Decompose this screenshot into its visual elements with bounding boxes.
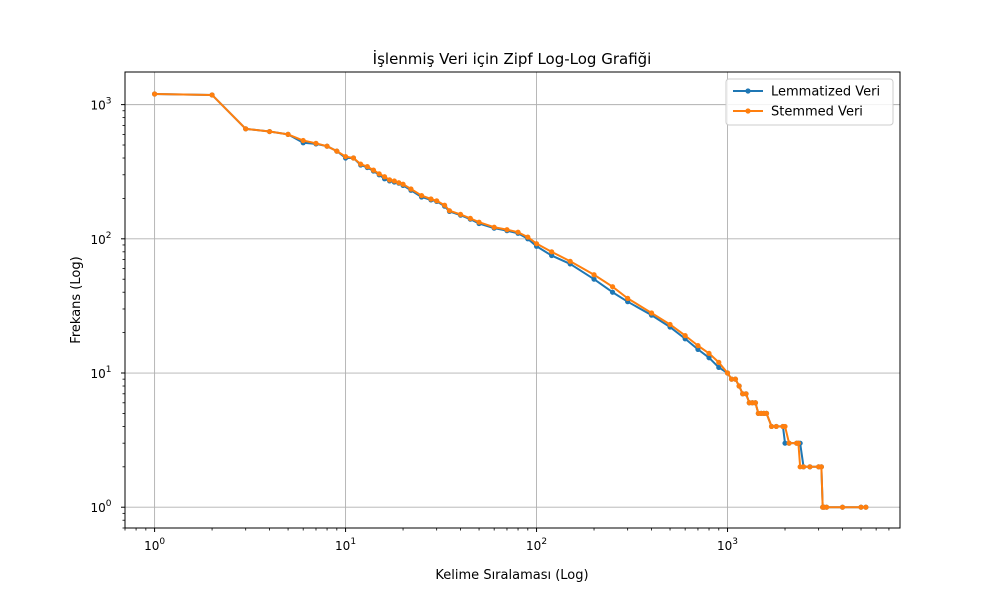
lemmatized-veri-point [549,252,555,259]
stemmed-veri-point [285,131,291,137]
stemmed-veri-point [648,310,655,316]
stemmed-veri-point [370,167,377,173]
stemmed-veri-point [549,249,555,255]
stemmed-veri-point [533,241,540,247]
stemmed-veri-point [300,137,306,144]
stemmed-veri-point [728,376,735,382]
y-tick-label: 102 [90,231,111,247]
stemmed-veri-point [732,376,739,382]
stemmed-veri-point [491,224,497,230]
y-tick-label: 103 [90,97,111,113]
stemmed-veri-point [863,504,869,510]
lemmatized-veri-point [716,364,722,371]
stemmed-veri-point [334,148,340,154]
stemmed-veri-point [706,350,712,357]
stemmed-veri-point [695,343,701,349]
plot-frame [124,71,901,529]
chart-title: İşlenmiş Veri için Zipf Log-Log Grafiği [373,49,652,68]
tick-layer: 100 101 102 103 100 101 102 103 [90,97,890,553]
stemmed-veri-point [386,177,393,183]
lemmatized-veri-line [154,92,866,509]
stemmed-veri-point [807,464,813,470]
stemmed-veri-point [418,192,425,199]
lemmatized-veri-point [782,440,788,446]
stemmed-veri-point [504,227,510,233]
stemmed-veri-point [858,504,864,510]
stemmed-veri-point [515,229,521,235]
series-layer [151,91,869,510]
x-axis-label: Kelime Sıralaması (Log) [435,568,588,583]
legend-label: Stemmed Veri [771,105,863,120]
stemmed-veri-point [457,211,464,218]
stemmed-veri-point [818,464,824,470]
legend-label: Lemmatized Veri [771,85,880,100]
stemmed-veri-point [446,208,453,214]
legend-swatch-marker [745,88,751,94]
x-tick-label: 101 [335,537,356,553]
y-tick-label: 100 [90,499,111,515]
grid-lines [125,72,900,528]
stemmed-veri-point [396,180,402,186]
x-tick-label: 100 [144,537,165,553]
stemmed-veri-point [724,370,731,376]
stemmed-veri-point [209,92,215,98]
stemmed-veri-point [408,186,414,192]
stemmed-veri-point [786,440,792,446]
stemmed-veri-point [591,272,597,278]
x-tick-label: 103 [717,537,738,553]
y-axis-label: Frekans (Log) [69,256,84,343]
stemmed-veri-point [743,391,749,397]
stemmed-veri-point [441,202,448,208]
lemmatized-veri-point [591,276,597,282]
stemmed-veri-point [364,164,370,170]
stemmed-veri-point [400,181,406,187]
stemmed-veri-point [667,321,673,328]
x-tick-label: 102 [526,537,547,553]
stemmed-veri-point [625,295,631,301]
stemmed-veri-point [428,196,434,202]
stemmed-veri-point [434,198,440,204]
stemmed-veri-point [476,219,482,225]
stemmed-veri-point [467,215,473,221]
stemmed-veri-point [752,400,759,406]
stemmed-veri-point [525,234,531,240]
stemmed-veri-point [795,440,801,446]
legend-box [725,78,894,126]
stemmed-veri-point [151,91,158,97]
stemmed-veri-point [768,423,775,430]
stemmed-veri-point [716,359,722,365]
stemmed-veri-point [567,258,573,264]
stemmed-veri-point [313,140,319,146]
stemmed-veri-point [376,171,382,177]
stemmed-veri-point [324,143,330,149]
legend-swatch-marker [745,108,751,114]
stemmed-veri-point [350,155,357,161]
stemmed-veri-point [800,464,807,470]
stemmed-veri-point [763,410,770,417]
stemmed-veri-point [243,126,249,132]
stemmed-veri-point [609,284,616,290]
stemmed-veri-line [154,92,866,509]
lemmatized-veri-point [706,355,712,361]
y-tick-label: 101 [90,365,111,381]
lemmatized-veri-point [695,346,701,352]
stemmed-veri-point [342,153,349,160]
stemmed-veri-point [823,504,830,510]
stemmed-veri-point [736,383,742,389]
stemmed-veri-point [839,504,846,510]
legend: Lemmatized Veri Stemmed Veri [725,78,894,126]
stemmed-veri-point [266,128,273,135]
lemmatized-veri-point [609,289,616,295]
stemmed-veri-point [773,423,779,430]
stemmed-veri-point [391,178,397,184]
stemmed-veri-point [358,161,364,167]
stemmed-veri-point [381,174,388,180]
stemmed-veri-point [682,333,688,339]
stemmed-veri-point [782,423,788,430]
